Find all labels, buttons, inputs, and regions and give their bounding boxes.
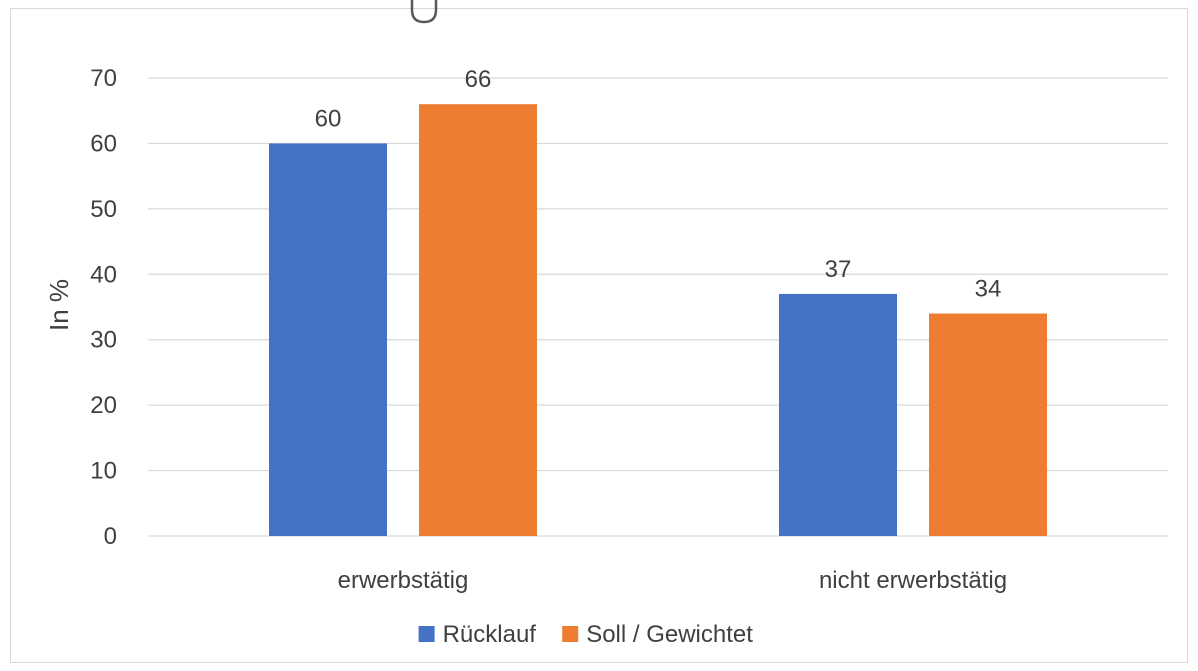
data-label: 37 [825, 256, 852, 283]
data-label: 34 [975, 276, 1002, 303]
legend: Rücklauf Soll / Gewichtet [418, 621, 753, 648]
legend-label: Soll / Gewichtet [586, 621, 753, 648]
y-tick-label: 10 [90, 458, 117, 485]
legend-label: Rücklauf [443, 621, 537, 648]
y-axis-tick-labels: 0 10 20 30 40 50 60 70 [90, 65, 117, 550]
x-tick-label: nicht erwerbstätig [819, 567, 1007, 594]
y-tick-label: 50 [90, 196, 117, 223]
bar [779, 293, 897, 536]
data-labels: 60 66 37 34 [315, 66, 1002, 302]
bar [929, 313, 1047, 536]
y-tick-label: 40 [90, 261, 117, 288]
y-axis-title: In % [44, 279, 74, 331]
y-tick-label: 30 [90, 327, 117, 354]
data-label: 60 [315, 105, 342, 132]
y-tick-label: 60 [90, 130, 117, 157]
x-tick-label: erwerbstätig [338, 567, 469, 594]
data-label: 66 [465, 66, 492, 93]
y-tick-label: 70 [90, 65, 117, 92]
legend-swatch [418, 626, 435, 642]
bar [269, 143, 387, 536]
y-tick-label: 0 [104, 523, 117, 550]
bar [419, 104, 537, 537]
bar-series [269, 104, 1047, 537]
y-tick-label: 20 [90, 392, 117, 419]
title-fragment [410, 0, 438, 24]
x-axis-tick-labels: erwerbstätig nicht erwerbstätig [338, 567, 1007, 594]
legend-swatch [562, 626, 579, 642]
